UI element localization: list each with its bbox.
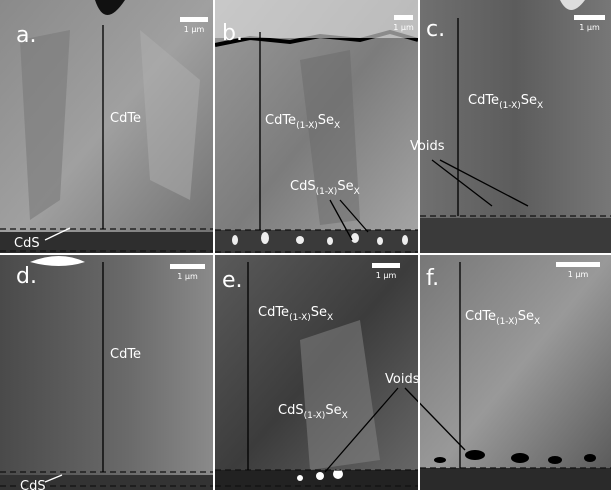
subscript: X: [354, 187, 360, 197]
subscript: X: [537, 101, 543, 111]
annotation: CdTe(1-X)SeX: [465, 309, 540, 327]
subscript: X: [334, 121, 340, 131]
subscript: (1-X): [304, 411, 326, 421]
subscript: X: [327, 313, 333, 323]
annotation-part: Se: [518, 309, 534, 324]
annotation-part: CdS: [290, 179, 316, 194]
annotation: CdTe(1-X)SeX: [258, 305, 333, 323]
annotation-part: CdTe: [110, 111, 141, 126]
scale-bar-label: 1 µm: [376, 271, 397, 280]
scale-bar-label: 1 µm: [579, 23, 600, 32]
annotation-part: CdS: [20, 479, 46, 490]
panel-label: a.: [16, 23, 36, 48]
annotation-part: CdTe: [468, 93, 499, 108]
subscript: (1-X): [496, 317, 518, 327]
annotation-part: Se: [318, 113, 334, 128]
scale-bar: [170, 264, 205, 269]
scale-bar-label: 1 µm: [568, 270, 589, 279]
scale-bar-label: 1 µm: [184, 25, 205, 34]
scale-bar-label: 1 µm: [177, 272, 198, 281]
scale-bar: [372, 263, 400, 268]
annotation: CdS: [14, 236, 40, 251]
annotation: CdS(1-X)SeX: [290, 179, 360, 197]
subscript: (1-X): [296, 121, 318, 131]
annotation: Voids: [385, 372, 420, 387]
subscript: X: [342, 411, 348, 421]
annotation: CdTe(1-X)SeX: [468, 93, 543, 111]
annotation-part: Se: [325, 403, 341, 418]
annotation: CdTe: [110, 347, 141, 362]
panel-label: e.: [222, 268, 243, 293]
scale-bar: [574, 15, 605, 20]
annotation-part: Se: [311, 305, 327, 320]
subscript: (1-X): [499, 101, 521, 111]
annotation: CdS(1-X)SeX: [278, 403, 348, 421]
subscript: X: [534, 317, 540, 327]
annotation: CdTe(1-X)SeX: [265, 113, 340, 131]
annotation: CdS: [20, 479, 46, 490]
annotation-part: CdTe: [258, 305, 289, 320]
subscript: (1-X): [316, 187, 338, 197]
scale-bar: [556, 262, 600, 267]
annotation-part: CdTe: [110, 347, 141, 362]
annotation-part: Voids: [410, 139, 445, 154]
annotation-part: CdTe: [465, 309, 496, 324]
annotation-part: Voids: [385, 372, 420, 387]
annotation-part: Se: [521, 93, 537, 108]
annotation-part: CdTe: [265, 113, 296, 128]
scale-bar: [394, 15, 413, 20]
scale-bar: [180, 17, 208, 22]
annotation-part: CdS: [278, 403, 304, 418]
panel-label: c.: [426, 17, 445, 42]
panel-label: b.: [222, 21, 243, 46]
subscript: (1-X): [289, 313, 311, 323]
annotation-part: Se: [337, 179, 353, 194]
annotation-part: CdS: [14, 236, 40, 251]
panel-label: f.: [426, 266, 439, 291]
annotation: Voids: [410, 139, 445, 154]
panel-label: d.: [16, 264, 37, 289]
scale-bar-label: 1 µm: [393, 23, 414, 32]
annotation: CdTe: [110, 111, 141, 126]
